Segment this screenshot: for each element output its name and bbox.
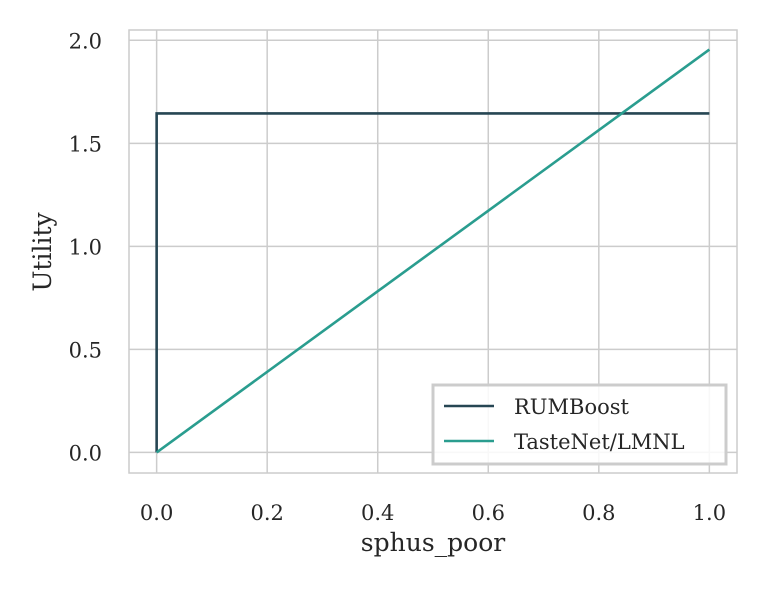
- grid-lines: [129, 30, 737, 473]
- plot-frame: [128, 29, 738, 474]
- y-tick-label: 1.5: [69, 132, 102, 156]
- legend-label-tastenet: TasteNet/LMNL: [514, 430, 685, 454]
- x-axis-label: sphus_poor: [361, 528, 505, 557]
- series-line-rumboost: [155, 112, 710, 453]
- series-line-tastenet-lmnl: [155, 48, 711, 454]
- y-tick-label: 2.0: [69, 29, 102, 53]
- x-tick-label: 0.8: [582, 501, 615, 525]
- x-tick-label: 1.0: [693, 501, 726, 525]
- y-tick-label: 0.0: [69, 441, 102, 465]
- legend-label-rumboost: RUMBoost: [514, 395, 630, 419]
- legend-box: [431, 383, 728, 466]
- series-layer: [155, 48, 711, 454]
- y-axis-label: Utility: [28, 211, 57, 291]
- x-tick-label: 0.2: [250, 501, 283, 525]
- y-tick-label: 1.0: [69, 235, 102, 259]
- x-tick-label: 0.6: [472, 501, 505, 525]
- legend: RUMBoost TasteNet/LMNL: [431, 383, 728, 466]
- x-tick-label: 0.0: [140, 501, 173, 525]
- x-tick-label: 0.4: [361, 501, 394, 525]
- y-tick-label: 0.5: [69, 338, 102, 362]
- tick-labels: 0.0 0.2 0.4 0.6 0.8 1.0 0.0 0.5 1.0 1.5 2.0: [69, 29, 726, 525]
